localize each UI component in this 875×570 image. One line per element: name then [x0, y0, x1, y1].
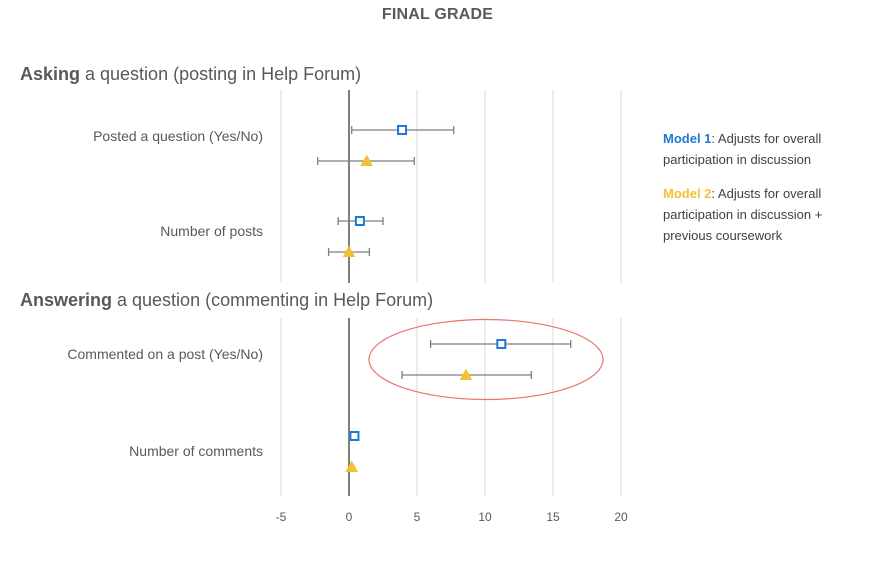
row-label-number-of-posts: Number of posts — [160, 223, 263, 239]
section-heading-rest: a question (posting in Help Forum) — [80, 64, 362, 84]
model-2-marker — [345, 460, 359, 472]
model-1-marker — [349, 431, 360, 441]
x-tick-label: -5 — [276, 510, 287, 524]
section-heading-bold: Asking — [20, 64, 81, 84]
legend-model-name: Model 1 — [663, 131, 712, 146]
x-tick-label: 20 — [614, 510, 628, 524]
chart-title: FINAL GRADE — [381, 6, 494, 23]
section-heading-asking: Asking a question (posting in Help Forum… — [20, 64, 361, 85]
section-heading-answering: Answering a question (commenting in Help… — [20, 290, 433, 311]
x-tick-label: 0 — [346, 510, 353, 524]
x-tick-label: 10 — [478, 510, 492, 524]
model-2-marker — [360, 154, 374, 166]
legend-entry-model-1: Model 1: Adjusts for overall participati… — [663, 128, 868, 170]
legend-description: : Adjusts for overall participation in d… — [663, 131, 822, 167]
legend-model-name: Model 2 — [663, 186, 712, 201]
model-2-marker — [459, 368, 473, 380]
model-1-marker — [354, 216, 365, 226]
row-label-number-of-comments: Number of comments — [129, 443, 263, 459]
model-1-marker — [397, 125, 408, 135]
model-1-marker — [496, 339, 507, 349]
highlight-ellipse — [368, 318, 604, 401]
row-label-posted-question: Posted a question (Yes/No) — [93, 128, 263, 144]
row-label-commented-on-post: Commented on a post (Yes/No) — [67, 346, 263, 362]
section-heading-bold: Answering — [20, 290, 113, 310]
x-tick-label: 5 — [414, 510, 421, 524]
x-tick-label: 15 — [546, 510, 560, 524]
model-2-marker — [342, 245, 356, 257]
legend-description: : Adjusts for overall participation in d… — [663, 186, 823, 243]
legend-entry-model-2: Model 2: Adjusts for overall participati… — [663, 183, 868, 246]
section-heading-rest: a question (commenting in Help Forum) — [112, 290, 434, 310]
